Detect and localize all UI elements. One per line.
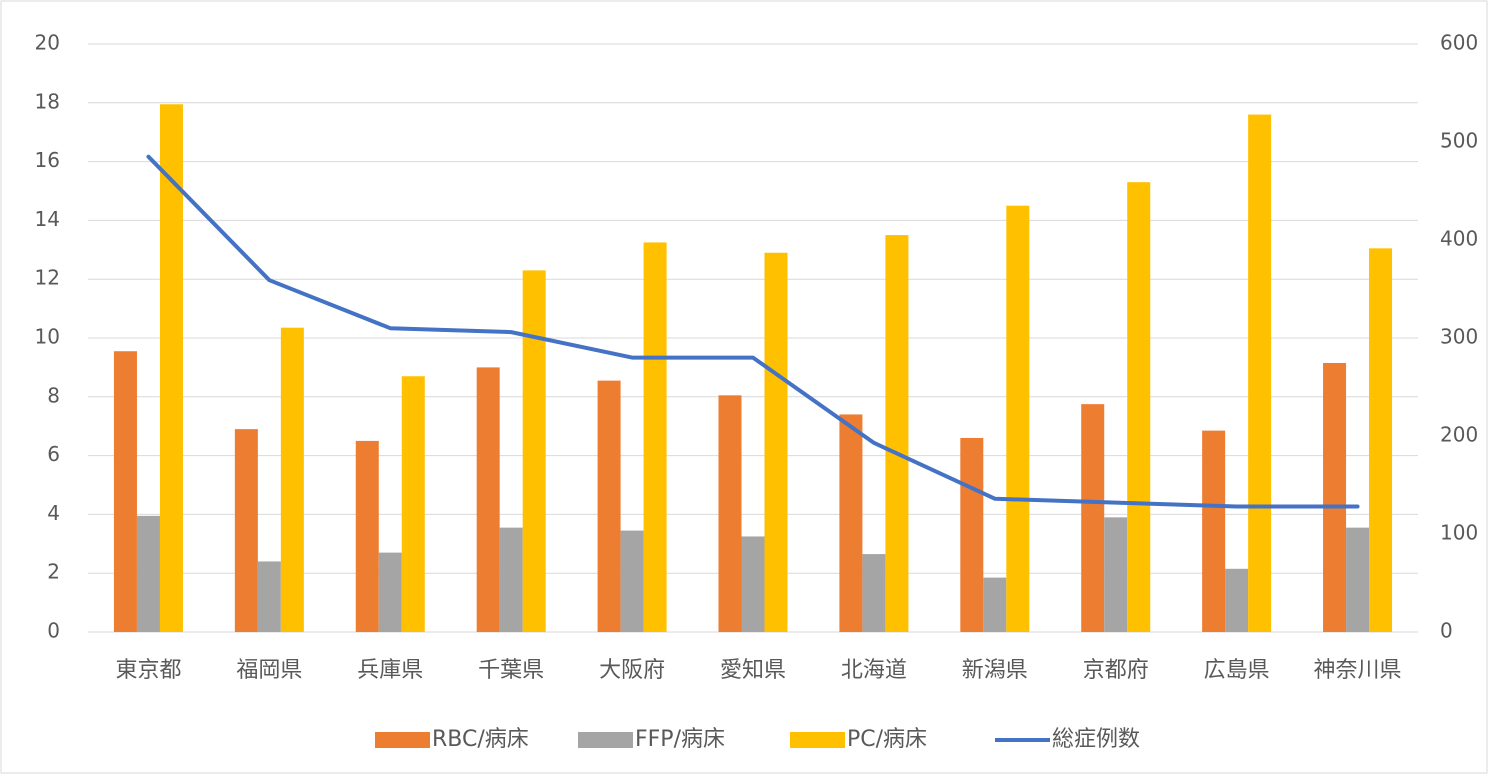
- bar: [718, 395, 742, 632]
- bar: [1202, 430, 1226, 632]
- x-tick-label: 兵庫県: [357, 658, 423, 683]
- y2-tick-label: 0: [1440, 619, 1453, 643]
- legend-label: RBC/病床: [432, 727, 529, 752]
- bar: [885, 235, 909, 632]
- bar: [1127, 182, 1151, 632]
- y-tick-label: 4: [47, 501, 60, 525]
- bar: [1006, 205, 1030, 632]
- bar: [741, 536, 765, 632]
- bar: [355, 440, 379, 632]
- y2-tick-label: 300: [1440, 325, 1478, 349]
- bar: [764, 252, 788, 633]
- y-tick-label: 8: [47, 383, 60, 407]
- bar: [1248, 114, 1272, 632]
- bar: [401, 376, 425, 632]
- x-tick-label: 神奈川県: [1314, 658, 1402, 683]
- bar: [159, 104, 183, 632]
- legend-label: PC/病床: [847, 727, 927, 752]
- y2-tick-label: 600: [1440, 31, 1478, 55]
- bar: [839, 414, 863, 632]
- x-tick-label: 東京都: [115, 658, 181, 683]
- y-tick-label: 18: [35, 89, 60, 113]
- x-tick-label: 広島県: [1204, 658, 1270, 683]
- x-tick-label: 千葉県: [478, 658, 544, 683]
- bar: [643, 242, 667, 632]
- bar: [1323, 362, 1347, 632]
- x-tick-label: 愛知県: [720, 658, 786, 683]
- y-tick-label: 14: [35, 207, 60, 231]
- legend-swatch: [578, 732, 633, 748]
- bar: [378, 552, 402, 632]
- bar: [1104, 517, 1128, 632]
- bar: [522, 270, 546, 632]
- bar: [862, 554, 886, 632]
- legend-label: 総症例数: [1052, 727, 1140, 752]
- bar: [960, 437, 984, 632]
- y-tick-label: 12: [35, 266, 60, 290]
- bar: [499, 527, 523, 632]
- y2-tick-label: 400: [1440, 227, 1478, 251]
- bar: [1081, 404, 1105, 632]
- y2-tick-label: 100: [1440, 521, 1478, 545]
- bar: [620, 530, 644, 632]
- bar: [113, 351, 137, 632]
- bar: [234, 429, 258, 632]
- x-tick-label: 福岡県: [236, 658, 302, 683]
- bar: [136, 515, 160, 632]
- legend-swatch: [790, 732, 845, 748]
- y-tick-label: 20: [35, 31, 60, 55]
- x-tick-label: 新潟県: [962, 658, 1028, 683]
- legend-swatch: [375, 732, 430, 748]
- y2-tick-label: 500: [1440, 129, 1478, 153]
- y-tick-label: 0: [47, 619, 60, 643]
- y-tick-label: 16: [35, 148, 60, 172]
- bar: [476, 367, 500, 632]
- y2-tick-label: 200: [1440, 423, 1478, 447]
- bar: [1369, 248, 1393, 632]
- bar: [983, 577, 1007, 632]
- y-tick-label: 6: [47, 442, 60, 466]
- y-tick-label: 10: [35, 325, 60, 349]
- line: [146, 154, 1360, 509]
- x-tick-label: 北海道: [841, 658, 907, 683]
- bar: [1225, 568, 1249, 632]
- x-tick-label: 京都府: [1083, 658, 1149, 683]
- bar: [597, 380, 621, 632]
- legend-label: FFP/病床: [635, 727, 725, 752]
- bar: [257, 561, 281, 632]
- y-tick-label: 2: [47, 560, 60, 584]
- x-tick-label: 大阪府: [599, 658, 665, 683]
- bar: [280, 327, 304, 632]
- bar: [1346, 527, 1370, 632]
